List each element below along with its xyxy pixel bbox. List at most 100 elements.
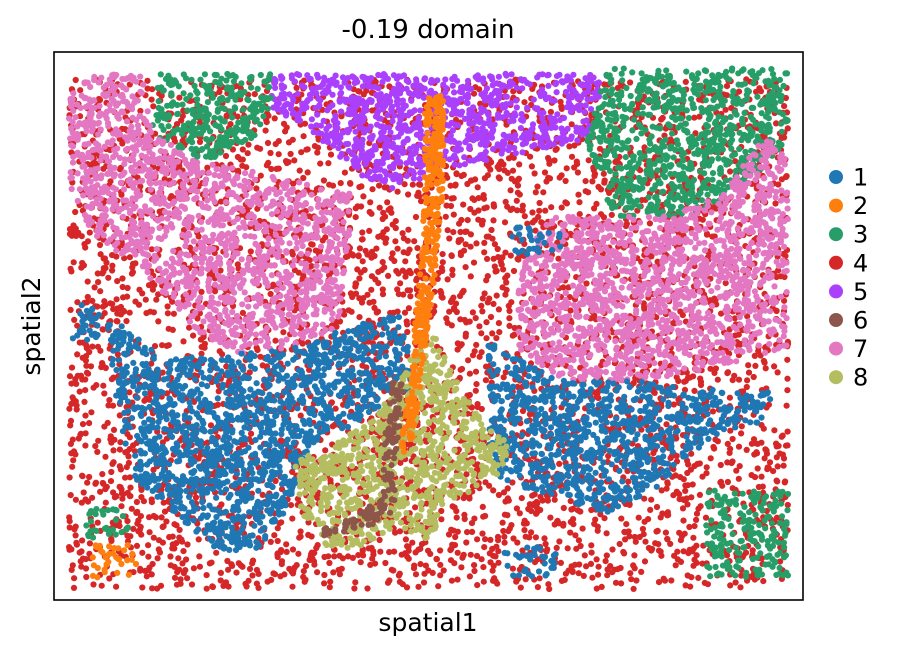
scatter-point-cluster-4 (394, 308, 401, 315)
scatter-point-cluster-4 (186, 324, 193, 331)
scatter-point-cluster-4 (709, 408, 717, 415)
scatter-point-cluster-4 (607, 563, 614, 570)
scatter-point-cluster-4 (91, 284, 98, 291)
scatter-point-cluster-4 (239, 156, 246, 163)
scatter-point-cluster-4 (68, 380, 75, 387)
scatter-point-cluster-4 (532, 227, 539, 234)
scatter-point-cluster-4 (69, 463, 76, 470)
scatter-point-cluster-4 (689, 481, 696, 488)
scatter-point-cluster-4 (601, 81, 608, 88)
scatter-point-cluster-4 (511, 324, 518, 332)
scatter-point-cluster-4 (392, 218, 399, 225)
scatter-point-cluster-4 (622, 536, 629, 543)
scatter-point-cluster-4 (158, 514, 165, 521)
scatter-point-cluster-4 (750, 373, 757, 381)
scatter-point-cluster-4 (109, 267, 116, 274)
scatter-point-cluster-4 (714, 376, 721, 383)
scatter-point-cluster-4 (102, 453, 109, 460)
scatter-point-cluster-4 (160, 499, 167, 506)
scatter-point-cluster-4 (617, 564, 624, 572)
scatter-point-cluster-4 (641, 303, 648, 310)
scatter-point-cluster-4 (674, 556, 681, 563)
scatter-point-cluster-4 (668, 577, 675, 584)
scatter-point-cluster-4 (201, 344, 208, 351)
scatter-point-cluster-4 (531, 170, 538, 177)
scatter-point-cluster-4 (302, 563, 310, 570)
scatter-point-cluster-4 (73, 402, 80, 409)
scatter-point-cluster-4 (557, 559, 565, 567)
scatter-point-cluster-4 (727, 445, 734, 452)
scatter-point-cluster-4 (755, 483, 763, 491)
scatter-point-cluster-4 (274, 525, 281, 532)
scatter-point-cluster-4 (102, 364, 109, 372)
scatter-point-cluster-4 (99, 471, 106, 478)
scatter-point-cluster-4 (703, 464, 710, 471)
scatter-point-cluster-4 (479, 530, 486, 537)
scatter-point-cluster-4 (657, 548, 664, 555)
scatter-point-cluster-4 (149, 86, 156, 93)
scatter-point-cluster-4 (228, 561, 235, 568)
scatter-point-cluster-4 (778, 433, 785, 440)
scatter-point-cluster-4 (280, 120, 288, 127)
scatter-point-cluster-4 (582, 178, 589, 185)
scatter-point-cluster-4 (490, 300, 497, 307)
scatter-point-cluster-4 (427, 550, 434, 558)
scatter-point-cluster-4 (239, 309, 246, 316)
scatter-point-cluster-4 (105, 402, 112, 409)
scatter-point-cluster-4 (265, 159, 272, 166)
scatter-point-cluster-4 (76, 388, 83, 395)
scatter-point-cluster-4 (572, 532, 579, 539)
scatter-point-cluster-4 (280, 329, 287, 336)
scatter-point-cluster-4 (463, 319, 470, 326)
scatter-point-cluster-4 (775, 442, 782, 449)
scatter-point-cluster-4 (125, 453, 132, 460)
scatter-point-cluster-4 (243, 583, 250, 590)
scatter-point-cluster-4 (693, 559, 700, 567)
scatter-point-cluster-4 (479, 503, 486, 510)
scatter-point-cluster-4 (609, 569, 616, 576)
scatter-point-cluster-4 (502, 249, 509, 256)
scatter-point-cluster-4 (493, 292, 500, 299)
scatter-point-cluster-4 (502, 291, 509, 298)
scatter-point-cluster-4 (94, 448, 101, 455)
scatter-point-cluster-4 (691, 523, 698, 530)
scatter-point-cluster-4 (583, 563, 590, 570)
scatter-point-cluster-4 (283, 159, 290, 167)
scatter-point-cluster-4 (82, 556, 89, 563)
scatter-point-cluster-4 (234, 113, 241, 120)
scatter-point-cluster-4 (114, 278, 121, 285)
scatter-point-cluster-4 (129, 264, 136, 271)
scatter-point-cluster-4 (482, 479, 489, 486)
scatter-point-cluster-4 (287, 150, 294, 158)
scatter-point-cluster-4 (219, 351, 226, 358)
scatter-point-cluster-4 (516, 161, 523, 168)
scatter-point-cluster-4 (568, 506, 575, 513)
scatter-point-cluster-4 (513, 197, 520, 204)
scatter-point-cluster-4 (165, 325, 172, 332)
scatter-point-cluster-4 (774, 369, 781, 376)
scatter-point-cluster-4 (190, 332, 197, 339)
scatter-point-cluster-4 (501, 167, 508, 174)
scatter-point-cluster-4 (782, 478, 789, 485)
scatter-point-cluster-4 (249, 572, 256, 579)
scatter-point-cluster-4 (267, 538, 274, 546)
scatter-point-cluster-4 (575, 537, 583, 544)
scatter-point-cluster-4 (505, 155, 513, 162)
scatter-point-cluster-4 (707, 455, 714, 462)
scatter-point-cluster-4 (532, 534, 540, 541)
scatter-point-cluster-4 (336, 571, 343, 578)
scatter-point-cluster-4 (406, 246, 413, 253)
scatter-point-cluster-4 (458, 216, 465, 224)
scatter-point-cluster-4 (406, 287, 414, 294)
scatter-point-cluster-4 (546, 175, 554, 182)
scatter-point-cluster-4 (479, 308, 486, 315)
scatter-point-cluster-4 (146, 529, 153, 536)
scatter-point-cluster-4 (169, 541, 176, 548)
scatter-point-cluster-4 (582, 188, 589, 195)
scatter-point-cluster-4 (682, 378, 689, 385)
scatter-point-cluster-4 (396, 528, 404, 535)
scatter-point-cluster-4 (735, 88, 743, 95)
scatter-point-cluster-4 (83, 299, 91, 306)
scatter-point-cluster-4 (472, 368, 480, 375)
scatter-point-cluster-4 (655, 579, 663, 586)
